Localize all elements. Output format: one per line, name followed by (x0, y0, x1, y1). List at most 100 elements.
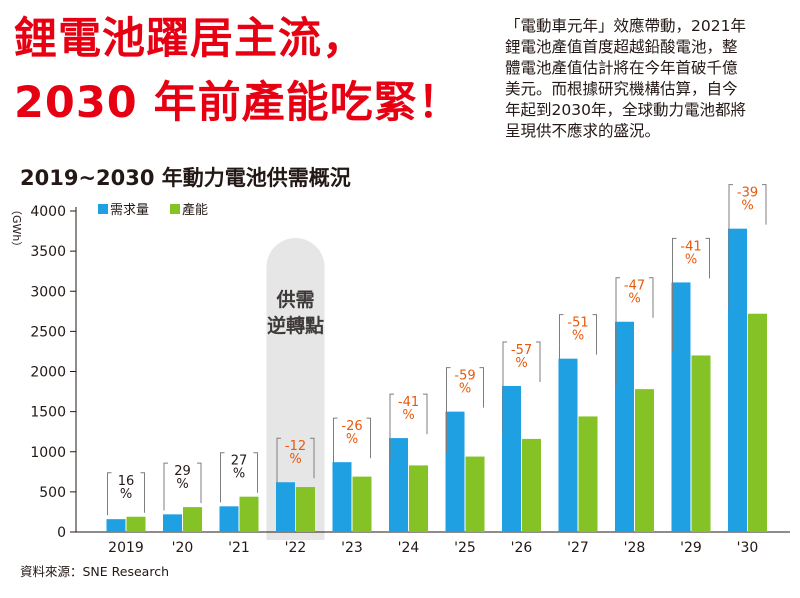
headline-line-2: 2030 年前產能吃緊！ (14, 78, 462, 128)
legend-label: 產能 (182, 202, 208, 218)
gap-bracket (423, 393, 428, 425)
capacity-bar (183, 507, 202, 532)
capacity-bar (748, 313, 767, 532)
gap-label: 16 (118, 474, 135, 489)
gap-bracket (728, 184, 733, 215)
legend-label: 需求量 (110, 203, 149, 218)
gap-bracket (140, 472, 145, 503)
demand-bar (163, 514, 182, 532)
y-tick-label: 4000 (30, 204, 66, 220)
x-tick-label: '24 (398, 540, 420, 556)
gap-label: -47 (624, 279, 645, 294)
capacity-bar (409, 465, 428, 532)
gap-bracket (479, 367, 484, 398)
intro-paragraph: 「電動車元年」效應帶動，2021年 鋰電池產值首度超越鉛酸電池，整 體電池產值估… (505, 16, 790, 142)
demand-bar (106, 519, 126, 532)
demand-bar (276, 482, 295, 532)
gap-bracket (310, 437, 315, 469)
gap-bracket (163, 462, 168, 494)
gap-label: % (459, 382, 471, 397)
gap-bracket (220, 452, 225, 483)
demand-bar (219, 506, 239, 532)
x-tick-label: '20 (172, 540, 194, 556)
x-tick-label: 2019 (108, 540, 144, 556)
demand-bar (558, 358, 578, 532)
gap-bracket (446, 367, 451, 398)
gap-label: -12 (285, 439, 306, 454)
y-tick-label: 1000 (30, 445, 66, 461)
gap-bracket (536, 341, 541, 372)
intro-line: 美元。而根據研究機構估算，自今 (505, 80, 738, 98)
y-tick-label: 1500 (30, 405, 66, 421)
gap-bracket (333, 417, 338, 449)
capacity-bar (578, 416, 598, 532)
gap-label: % (120, 487, 132, 502)
gap-label: 29 (174, 464, 191, 479)
x-tick-label: '21 (228, 540, 250, 556)
gap-label: % (741, 199, 753, 214)
capacity-bar (239, 496, 259, 532)
gap-bracket (705, 237, 710, 269)
highlight-band (266, 238, 325, 540)
y-tick-label: 500 (39, 485, 66, 501)
gap-bracket (197, 462, 202, 494)
gap-label: % (685, 252, 697, 267)
source-note: 資料來源：SNE Research (20, 564, 169, 579)
gap-label: % (176, 477, 188, 492)
gap-bracket (366, 417, 371, 449)
demand-bar (445, 411, 465, 532)
capacity-bar (352, 476, 372, 532)
gap-bracket (615, 277, 620, 308)
gap-bracket (502, 341, 507, 372)
x-tick-label: '29 (680, 540, 702, 556)
capacity-bar (635, 389, 654, 532)
x-tick-label: '26 (511, 540, 533, 556)
demand-bar (615, 321, 634, 532)
annotation-text: 逆轉點 (267, 314, 324, 337)
y-tick-label: 3500 (30, 244, 66, 260)
y-tick-label: 3000 (30, 284, 66, 300)
x-tick-label: '23 (341, 540, 363, 556)
legend-swatch (98, 204, 108, 214)
headline-line-1: 鋰電池躍居主流， (14, 14, 366, 64)
x-tick-label: '22 (285, 540, 307, 556)
chart-title: 2019~2030 年動力電池供需概況 (20, 166, 351, 190)
gap-label: % (233, 467, 245, 482)
y-unit-label: （GWh） (10, 204, 23, 252)
intro-line: 年起到2030年，全球動力電池都將 (505, 101, 746, 119)
gap-bracket (276, 437, 281, 469)
gap-bracket (762, 184, 767, 215)
x-tick-label: '28 (624, 540, 646, 556)
gap-label: 27 (231, 454, 248, 469)
gap-label: % (346, 432, 358, 447)
legend-swatch (170, 204, 180, 214)
y-tick-label: 0 (57, 525, 66, 541)
demand-bar (389, 438, 408, 532)
gap-label: % (572, 329, 584, 344)
intro-line: 呈現供不應求的盛況。 (505, 122, 661, 140)
gap-label: -26 (341, 419, 362, 434)
gap-label: -59 (454, 369, 475, 384)
annotation-text: 供需 (275, 288, 314, 311)
gap-label: -39 (737, 186, 758, 201)
gap-bracket (389, 393, 394, 425)
demand-bar (502, 385, 521, 532)
gap-bracket (672, 237, 677, 269)
capacity-bar (465, 456, 485, 532)
intro-line: 體電池產值估計將在今年首破千億 (505, 59, 738, 77)
x-tick-label: '27 (567, 540, 589, 556)
intro-line: 鋰電池產值首度超越鉛酸電池，整 (505, 38, 738, 56)
gap-bracket (253, 452, 258, 483)
y-tick-label: 2500 (30, 324, 66, 340)
capacity-bar (522, 438, 541, 532)
demand-bar (728, 228, 747, 532)
x-tick-label: '30 (737, 540, 759, 556)
capacity-bar (691, 355, 711, 532)
gap-label: % (289, 452, 301, 467)
gap-label: -57 (511, 343, 532, 358)
gap-bracket (649, 277, 654, 308)
demand-bar (332, 462, 352, 532)
gap-label: % (402, 408, 414, 423)
demand-bar (671, 282, 691, 532)
